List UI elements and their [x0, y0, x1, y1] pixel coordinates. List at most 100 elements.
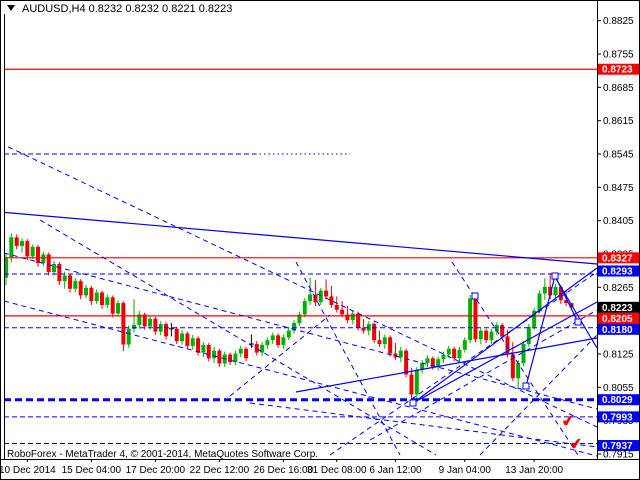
check-arrow-icon[interactable]: ✔	[569, 435, 584, 454]
candle-body	[132, 324, 137, 329]
candle-body	[100, 292, 105, 305]
price-badge	[598, 252, 639, 264]
trendline-dashed[interactable]	[229, 314, 331, 397]
candle-body	[377, 340, 382, 344]
candle-body	[318, 290, 323, 303]
candle-body	[404, 350, 409, 375]
time-tick-label: 26 Dec 16:00	[254, 465, 314, 476]
time-tick-label: 17 Dec 20:00	[126, 465, 186, 476]
price-tick-label: 0.8405	[603, 216, 634, 227]
trendline-dashed[interactable]	[4, 252, 598, 410]
candle-body	[313, 294, 318, 303]
trendline-solid[interactable]	[525, 275, 556, 387]
time-tick-label: 6 Jan 12:00	[369, 465, 422, 476]
candle-body	[521, 344, 526, 364]
candle-body	[324, 290, 329, 297]
candle-body	[233, 353, 238, 363]
price-badge	[598, 411, 639, 423]
candle-body	[254, 344, 259, 353]
price-badge-label: 0.7993	[602, 412, 633, 423]
candle-body	[553, 286, 558, 296]
candle-body	[137, 314, 142, 325]
candle-body	[345, 314, 350, 321]
trendline-dashed[interactable]	[249, 402, 598, 448]
candle-body	[78, 281, 83, 296]
chart-title-ohlc: AUDUSD,H4 0.8232 0.8232 0.8221 0.8223	[22, 3, 232, 15]
check-arrow-icon[interactable]: ✔	[561, 412, 576, 431]
candle-body	[185, 333, 190, 346]
candle-body	[446, 348, 451, 355]
selection-handle-square[interactable]	[522, 382, 530, 390]
trendline-solid[interactable]	[0, 211, 598, 265]
candle-body	[148, 318, 153, 327]
candle-body	[276, 335, 281, 345]
candle-body	[532, 310, 537, 327]
candle-body	[500, 324, 505, 337]
trendline-dashed[interactable]	[295, 261, 401, 456]
candle-body	[292, 323, 297, 331]
trendline-dashed[interactable]	[479, 334, 598, 456]
time-tick-label: 15 Dec 04:00	[62, 465, 122, 476]
candle-body	[420, 363, 425, 370]
candle-body	[46, 254, 51, 273]
price-tick-label: 0.8545	[603, 150, 634, 161]
price-badge-label: 0.8223	[602, 303, 633, 314]
candle-body	[340, 309, 345, 315]
candle-body	[548, 286, 553, 296]
trendline-solid[interactable]	[554, 276, 598, 349]
candle-body	[388, 337, 393, 354]
candle-body	[372, 324, 377, 341]
time-tick-label: 13 Jan 20:00	[505, 465, 563, 476]
trendline-dashed[interactable]	[369, 309, 598, 441]
price-tick-label: 0.8265	[603, 283, 634, 294]
candle-body	[473, 298, 478, 340]
candle-body	[398, 350, 403, 358]
candle-body	[457, 349, 462, 359]
price-tick-label: 0.8825	[603, 16, 634, 27]
price-badge	[598, 301, 639, 313]
candle-body	[142, 314, 147, 327]
candle-body	[526, 326, 531, 344]
time-tick-label: 31 Dec 08:00	[307, 465, 367, 476]
candle-body	[116, 303, 121, 314]
trendline-dashed[interactable]	[0, 143, 598, 428]
trendline-dashed[interactable]	[39, 219, 437, 456]
trendline-dashed[interactable]	[4, 300, 598, 457]
candle-body	[20, 241, 25, 246]
candle-body	[52, 264, 57, 273]
candle-body	[260, 344, 265, 353]
candle-body	[462, 340, 467, 350]
trendline-solid[interactable]	[412, 301, 598, 404]
trendline-solid[interactable]	[295, 337, 598, 393]
selection-handle-square[interactable]	[471, 292, 479, 300]
price-badge	[598, 394, 639, 406]
price-tick-label: 0.8125	[603, 350, 634, 361]
candle-body	[436, 359, 441, 367]
symbol-collapse-triangle-icon[interactable]	[7, 5, 15, 11]
candle-body	[542, 286, 547, 294]
selection-handle-square[interactable]	[409, 399, 417, 407]
candle-body	[302, 301, 307, 315]
candle-body	[425, 358, 430, 364]
candle-body	[308, 294, 313, 302]
candle-body	[4, 257, 8, 278]
candle-body	[164, 324, 169, 337]
copyright-watermark: RoboForex - MetaTrader 4, © 2001-2014, M…	[7, 449, 318, 460]
price-badge-label: 0.8327	[602, 253, 633, 264]
price-badge-label: 0.7937	[602, 441, 633, 452]
candle-body	[334, 304, 339, 310]
price-badge	[598, 440, 639, 452]
price-tick-label: 0.8685	[603, 83, 634, 94]
candle-body	[201, 344, 206, 353]
candle-body	[206, 344, 211, 359]
price-tick-label: 0.8475	[603, 183, 634, 194]
price-badge-label: 0.8723	[602, 65, 633, 76]
candle-body	[190, 338, 195, 346]
price-badge	[598, 63, 639, 75]
selection-handle-square[interactable]	[551, 272, 559, 280]
candle-body	[510, 354, 515, 379]
selection-handle-square[interactable]	[574, 318, 582, 326]
candle-body	[41, 254, 46, 264]
